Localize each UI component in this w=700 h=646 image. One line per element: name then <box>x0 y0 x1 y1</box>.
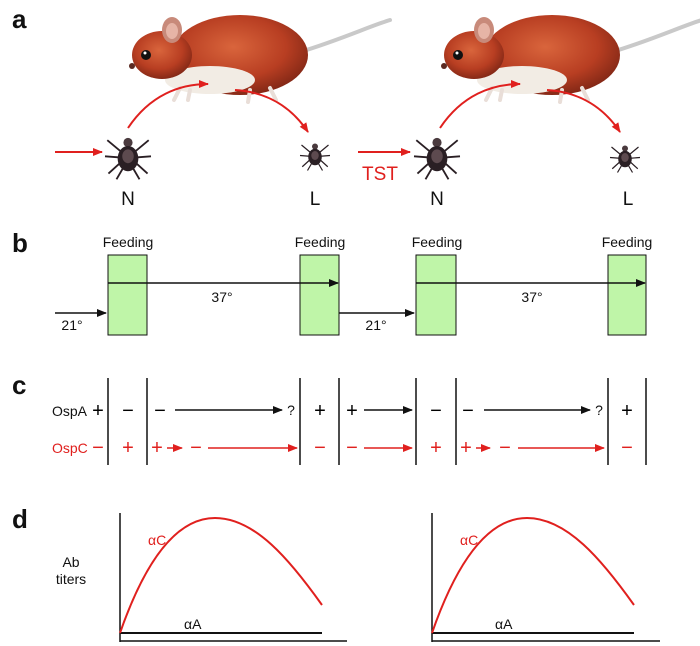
curve-c-label: αC <box>148 532 166 548</box>
row-ospc-label: OspC <box>52 440 88 456</box>
ospa-state: ? <box>287 402 295 418</box>
ospc-prefix: − <box>92 437 104 459</box>
ospc-state: − <box>621 437 633 459</box>
feeding-label: Feeding <box>412 234 463 250</box>
row-ospa-label: OspA <box>52 403 88 419</box>
curve-a-label: αA <box>495 616 513 632</box>
ospc-state: − <box>499 437 511 459</box>
panel-b-label: b <box>12 228 28 258</box>
ospa-state: + <box>314 400 326 422</box>
temp-host: 37° <box>211 289 232 305</box>
plot-right: αC αA <box>431 513 660 642</box>
plot-left: αC αA <box>119 513 347 642</box>
feeding-box <box>107 254 148 336</box>
feeding-label: Feeding <box>602 234 653 250</box>
nymph-to-mouse-arrow <box>127 80 209 129</box>
alpha-c-curve <box>431 516 635 634</box>
feeding-box <box>607 254 647 336</box>
panel-c-label: c <box>12 370 26 400</box>
mouse-illustration <box>127 13 392 104</box>
ospa-state: + <box>621 400 633 422</box>
transfer-label: TST <box>362 164 398 185</box>
nymph-tick-icon <box>104 136 152 181</box>
temp-ambient: 21° <box>365 317 386 333</box>
feeding-label: Feeding <box>103 234 154 250</box>
stage-larva: L <box>310 189 321 210</box>
curve-a-label: αA <box>184 616 202 632</box>
ospa-state: − <box>430 400 442 422</box>
stage-larva: L <box>623 189 634 210</box>
mouse-illustration <box>439 13 700 104</box>
ospc-state: + <box>460 437 472 459</box>
feeding-label: Feeding <box>295 234 346 250</box>
stage-dividers <box>107 378 647 465</box>
mouse-to-larva-arrow <box>234 89 309 133</box>
larva-tick-icon <box>609 144 641 174</box>
larva-tick-icon <box>299 142 331 172</box>
ospa-prefix: + <box>92 400 104 422</box>
ospc-state: + <box>151 437 163 459</box>
panel-d-label: d <box>12 504 28 534</box>
feeding-box <box>299 254 340 336</box>
ospc-state: − <box>314 437 326 459</box>
mouse-to-larva-arrow <box>546 89 621 133</box>
stage-nymph: N <box>430 189 444 210</box>
ospa-state: + <box>346 400 358 422</box>
ospc-state: − <box>346 437 358 459</box>
ylabel-line1: Ab <box>62 554 79 570</box>
panel-a-label: a <box>12 4 27 34</box>
nymph-tick-icon <box>413 136 461 181</box>
ospa-state: − <box>154 400 166 422</box>
ospc-state: − <box>190 437 202 459</box>
ylabel-line2: titers <box>56 571 86 587</box>
ospc-state: + <box>122 437 134 459</box>
alpha-c-curve <box>119 516 323 634</box>
ospa-state: − <box>122 400 134 422</box>
ospa-state: − <box>462 400 474 422</box>
ospa-state: ? <box>595 402 603 418</box>
ospc-state: + <box>430 437 442 459</box>
temp-ambient: 21° <box>61 317 82 333</box>
feeding-box <box>415 254 457 336</box>
nymph-to-mouse-arrow <box>439 80 521 129</box>
temp-host: 37° <box>521 289 542 305</box>
curve-c-label: αC <box>460 532 478 548</box>
stage-nymph: N <box>121 189 135 210</box>
